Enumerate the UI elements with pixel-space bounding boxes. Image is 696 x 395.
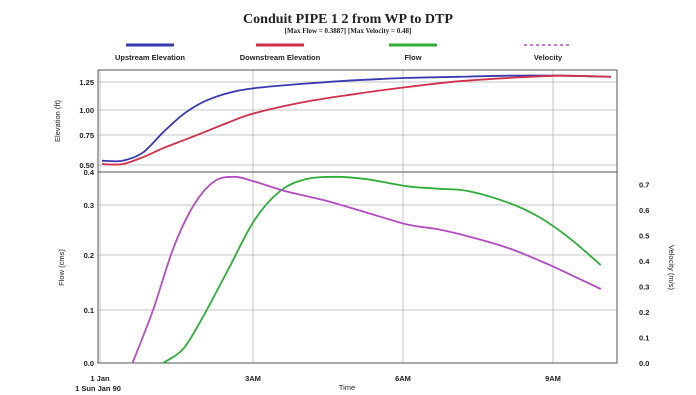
legend-label-1: Downstream Elevation (240, 53, 321, 62)
legend-label-0: Upstream Elevation (115, 53, 185, 62)
x-axis-label: Time (339, 383, 355, 392)
right-y-tick-2: 0.2 (639, 308, 649, 317)
x-tick-0: 1 Jan (90, 374, 110, 383)
chart-subtitle: [Max Flow = 0.3887] [Max Velocity = 0.48… (285, 27, 412, 35)
top-y-axis-label: Elevation (ft) (53, 99, 62, 142)
series-line-downstream-elevation (101, 74, 612, 166)
left-y-tick-3: 0.3 (84, 201, 94, 210)
bottom-frame (97, 171, 618, 364)
x-tick-2: 6AM (395, 374, 411, 383)
top-y-tick-0: 0.50 (79, 161, 94, 170)
right-y-tick-1: 0.1 (639, 334, 649, 343)
legend: Upstream Elevation Downstream Elevation Fl… (115, 43, 572, 62)
x-axis-date-label: 1 Sun Jan 90 (75, 384, 121, 393)
chart-title: Conduit PIPE 1 2 from WP to DTP (243, 12, 453, 27)
x-tick-1: 3AM (245, 374, 261, 383)
right-y-tick-3: 0.3 (639, 283, 649, 292)
left-y-tick-1: 0.1 (84, 306, 94, 315)
top-y-tick-3: 1.25 (79, 78, 94, 87)
legend-label-2: Flow (404, 53, 421, 62)
series-line-flow (162, 175, 602, 364)
top-y-tick-1: 0.75 (79, 131, 94, 140)
flow-velocity-panel: 1 Jan 3AM 6AM 9AM 0.0 0.1 0.2 0.3 0.4 0.0 0.1 0.2 0.… (57, 168, 676, 393)
series-line-velocity (131, 175, 602, 364)
left-y-tick-4: 0.4 (84, 168, 95, 177)
right-y-axis-label: Velocity (m/s) (667, 245, 676, 291)
right-y-tick-0: 0.0 (639, 359, 649, 368)
series-line-upstream-elevation (101, 74, 612, 163)
right-y-tick-5: 0.5 (639, 232, 649, 241)
left-y-tick-2: 0.2 (84, 251, 94, 260)
right-y-tick-6: 0.6 (639, 206, 649, 215)
right-y-tick-4: 0.4 (639, 257, 650, 266)
right-y-tick-7: 0.7 (639, 181, 649, 190)
elevation-panel: 0.50 0.75 1.00 1.25 Elevation (ft) (53, 69, 618, 173)
left-y-tick-0: 0.0 (84, 359, 94, 368)
left-y-axis-label: Flow (cms) (57, 249, 66, 286)
legend-label-3: Velocity (534, 53, 563, 62)
x-tick-3: 9AM (545, 374, 561, 383)
top-y-tick-2: 1.00 (79, 106, 94, 115)
